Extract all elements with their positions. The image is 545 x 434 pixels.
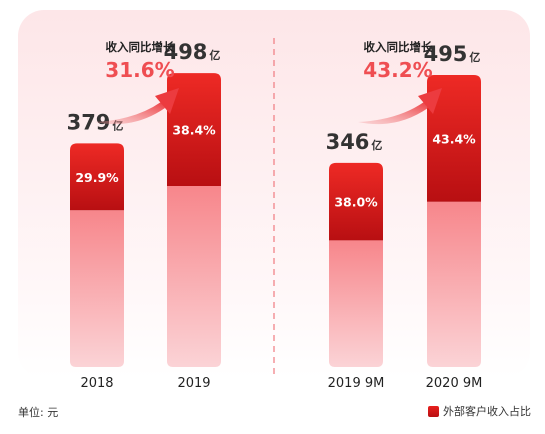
unit-note: 单位: 元 bbox=[18, 406, 59, 419]
growth-label: 收入同比增长 bbox=[106, 40, 175, 54]
category-label: 2019 9M bbox=[328, 376, 385, 391]
growth-label: 收入同比增长 bbox=[364, 40, 433, 54]
growth-value: 31.6% bbox=[105, 58, 174, 82]
legend-swatch bbox=[428, 405, 439, 417]
bar-other-segment bbox=[427, 201, 481, 367]
share-label: 43.4% bbox=[432, 131, 476, 146]
value-label: 498 亿 bbox=[164, 40, 221, 64]
legend: 外部客户收入占比 bbox=[428, 403, 531, 419]
category-label: 2018 bbox=[80, 376, 113, 391]
growth-arrow-body bbox=[95, 102, 165, 125]
value-label: 346 亿 bbox=[326, 130, 383, 154]
growth-arrow-head bbox=[418, 88, 442, 114]
value-label: 495 亿 bbox=[424, 42, 481, 66]
bar-external-segment bbox=[70, 143, 124, 211]
share-label: 38.4% bbox=[172, 123, 216, 138]
growth-arrow-head bbox=[155, 88, 179, 114]
bar-external-segment bbox=[329, 162, 383, 241]
legend-label: 外部客户收入占比 bbox=[443, 405, 531, 418]
bar-other-segment bbox=[329, 240, 383, 367]
growth-arrow-body bbox=[358, 102, 428, 125]
share-label: 38.0% bbox=[334, 195, 378, 210]
share-label: 29.9% bbox=[75, 170, 119, 185]
bar-external-segment bbox=[427, 74, 481, 202]
category-label: 2020 9M bbox=[426, 376, 483, 391]
bar-other-segment bbox=[70, 210, 124, 367]
bar-external-segment bbox=[167, 73, 221, 187]
growth-value: 43.2% bbox=[363, 58, 432, 82]
bar-other-segment bbox=[167, 186, 221, 367]
category-label: 2019 bbox=[177, 376, 210, 391]
